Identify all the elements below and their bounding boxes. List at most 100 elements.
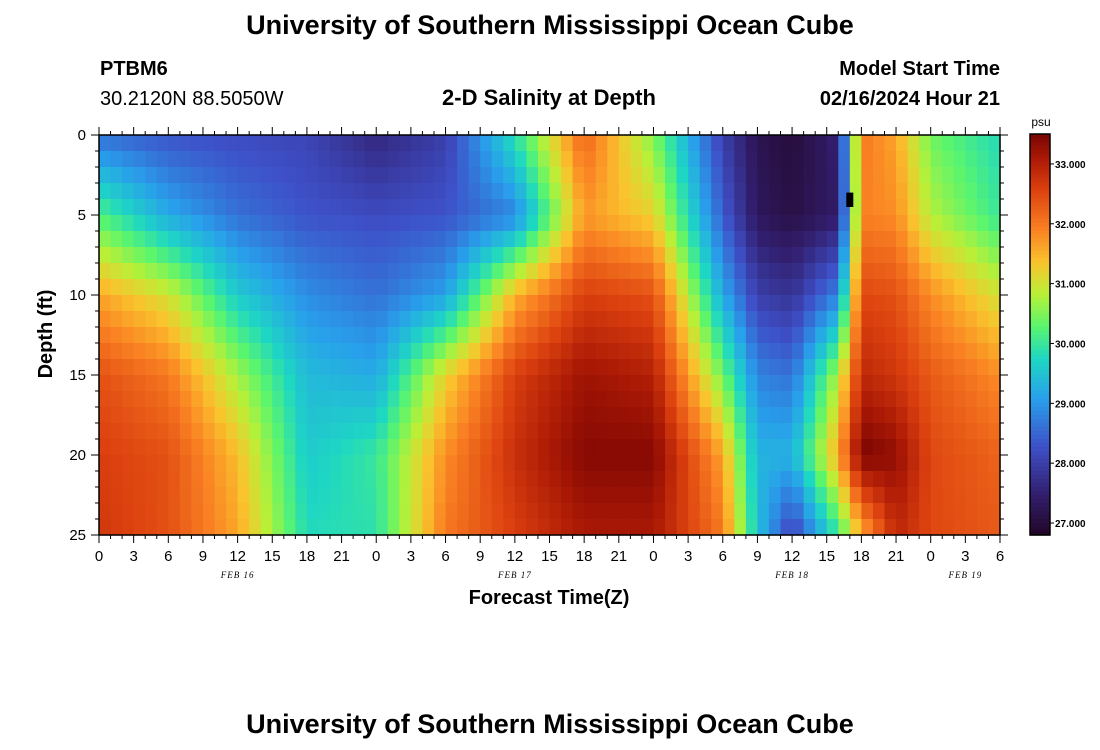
heatmap-cell: [907, 327, 920, 344]
heatmap-cell: [145, 231, 158, 248]
heatmap-cell: [976, 471, 990, 488]
heatmap-cell: [468, 439, 481, 456]
heatmap-cell: [803, 199, 816, 216]
heatmap-cell: [618, 455, 631, 472]
heatmap-cell: [341, 215, 354, 232]
heatmap-cell: [561, 183, 574, 200]
heatmap-cell: [988, 359, 1001, 376]
heatmap-cell: [491, 295, 504, 312]
heatmap-cell: [295, 199, 308, 216]
heatmap-cell: [330, 311, 343, 328]
colorbar-segment: [1030, 402, 1050, 408]
y-tick-label: 15: [69, 367, 86, 384]
heatmap-cell: [202, 343, 216, 360]
heatmap-cell: [630, 183, 643, 200]
heatmap-cell: [387, 439, 400, 456]
heatmap-cell: [122, 455, 135, 472]
heatmap-cell: [988, 247, 1001, 264]
heatmap-cell: [480, 151, 493, 168]
heatmap-cell: [595, 247, 608, 264]
heatmap-cell: [780, 359, 793, 376]
heatmap-cell: [145, 359, 158, 376]
heatmap-cell: [214, 295, 227, 312]
heatmap-cell: [468, 279, 481, 296]
heatmap-cell: [641, 423, 655, 440]
heatmap-cell: [884, 215, 897, 232]
heatmap-cell: [353, 311, 366, 328]
heatmap-cell: [133, 295, 146, 312]
heatmap-cell: [734, 263, 747, 280]
heatmap-cell: [976, 519, 990, 536]
heatmap-cell: [849, 215, 862, 232]
heatmap-cell: [202, 519, 216, 536]
heatmap-cell: [803, 311, 816, 328]
heatmap-cell: [792, 247, 805, 264]
heatmap-cell: [688, 199, 701, 216]
x-tick-label: 9: [753, 548, 761, 565]
heatmap-cell: [734, 503, 747, 520]
heatmap-cell: [607, 183, 620, 200]
heatmap-cell: [942, 327, 955, 344]
colorbar-segment: [1030, 230, 1050, 235]
heatmap-cell: [988, 135, 1001, 152]
heatmap-cell: [607, 199, 620, 216]
heatmap-cell: [826, 183, 839, 200]
heatmap-cell: [884, 167, 897, 184]
heatmap-cell: [503, 311, 516, 328]
heatmap-cell: [665, 375, 678, 392]
heatmap-cell: [295, 215, 308, 232]
heatmap-cell: [919, 343, 932, 360]
colorbar-segment: [1030, 266, 1050, 271]
heatmap-cell: [919, 471, 932, 488]
heatmap-cell: [445, 359, 458, 376]
heatmap-cell: [676, 327, 689, 344]
heatmap-cell: [838, 391, 851, 408]
heatmap-cell: [803, 503, 816, 520]
heatmap-cell: [745, 487, 759, 504]
heatmap-cell: [318, 423, 331, 440]
heatmap-cell: [445, 279, 458, 296]
colorbar-segment: [1030, 306, 1050, 312]
heatmap-cell: [191, 263, 204, 280]
heatmap-cell: [838, 519, 851, 536]
heatmap-cell: [907, 359, 920, 376]
heatmap-cell: [549, 135, 562, 152]
heatmap-cell: [768, 135, 782, 152]
colorbar-segment: [1030, 506, 1050, 512]
heatmap-cell: [283, 247, 296, 264]
heatmap-cell: [584, 247, 597, 264]
heatmap-cell: [457, 471, 470, 488]
heatmap-cell: [399, 487, 412, 504]
colorbar-segment: [1030, 510, 1050, 516]
heatmap-cell: [792, 455, 805, 472]
heatmap-cell: [896, 471, 909, 488]
heatmap-cell: [630, 327, 643, 344]
heatmap-cell: [306, 375, 320, 392]
heatmap-cell: [503, 167, 516, 184]
heatmap-cell: [815, 327, 828, 344]
heatmap-cell: [272, 215, 285, 232]
heatmap-cell: [399, 231, 412, 248]
heatmap-cell: [919, 391, 932, 408]
heatmap-cell: [260, 279, 273, 296]
heatmap-cell: [665, 407, 678, 424]
heatmap-cell: [376, 231, 389, 248]
heatmap-cell: [849, 151, 862, 168]
heatmap-cell: [930, 231, 943, 248]
heatmap-cell: [491, 151, 504, 168]
heatmap-cell: [341, 183, 354, 200]
colorbar-segment: [1030, 454, 1050, 460]
heatmap-cell: [133, 183, 146, 200]
heatmap-cell: [907, 439, 920, 456]
heatmap-cell: [376, 279, 389, 296]
heatmap-cell: [272, 519, 285, 536]
heatmap-cell: [607, 135, 620, 152]
heatmap-cell: [514, 167, 527, 184]
heatmap-cell: [976, 391, 990, 408]
heatmap-cell: [168, 391, 181, 408]
heatmap-cell: [907, 407, 920, 424]
heatmap-cell: [572, 151, 585, 168]
heatmap-cell: [445, 167, 458, 184]
heatmap-cell: [676, 183, 689, 200]
heatmap-cell: [838, 327, 851, 344]
